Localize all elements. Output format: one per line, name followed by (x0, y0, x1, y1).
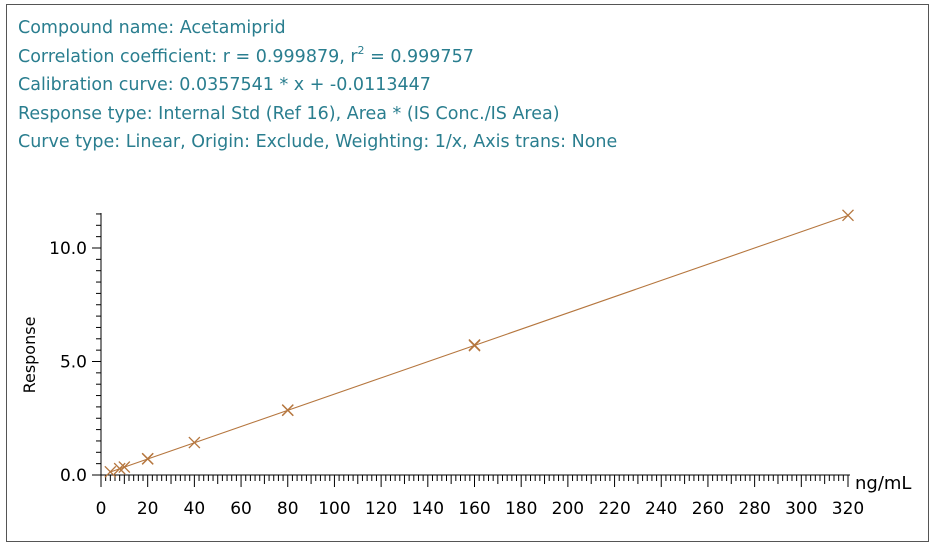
compound-name-value: Acetamiprid (179, 18, 286, 38)
x-tick-label: 160 (458, 499, 490, 519)
data-point-stroke (468, 338, 481, 351)
x-tick-label: 300 (785, 499, 817, 519)
curve-type-line: Curve type: Linear, Origin: Exclude, Wei… (18, 132, 618, 153)
x-tick-label: 60 (230, 499, 252, 519)
data-point-stroke (188, 436, 201, 449)
correlation-line: Correlation coefficient: r = 0.999879, r… (18, 43, 617, 72)
y-tick-label: 0.0 (60, 466, 87, 486)
data-point (468, 338, 481, 351)
calibration-curve-line: Calibration curve: 0.0357541 * x + -0.01… (18, 75, 431, 96)
x-tick-label: 140 (412, 499, 444, 519)
data-point (188, 436, 201, 449)
x-axis-title: ng/mL (855, 473, 911, 494)
correlation-sup: 2 (357, 43, 365, 57)
response-type-line: Response type: Internal Std (Ref 16), Ar… (18, 103, 560, 124)
x-tick-label: 200 (552, 499, 584, 519)
data-point-stroke (141, 452, 154, 465)
data-point-stroke (842, 209, 854, 222)
data-point-stroke (113, 462, 126, 475)
x-tick-label: 120 (365, 499, 397, 519)
x-tick-label: 260 (692, 499, 724, 519)
correlation-prefix: Correlation coefficient: r = 0.999879, r (18, 46, 358, 67)
x-tick-label: 40 (184, 499, 206, 519)
compound-info: Compound name: Acetamiprid Correlation c… (18, 14, 617, 157)
data-point-stroke (104, 465, 117, 478)
chart-frame (6, 4, 929, 542)
data-point (141, 452, 154, 465)
x-tick-label: 180 (505, 499, 537, 519)
y-tick-label: 5.0 (60, 353, 87, 373)
x-tick-label: 100 (318, 499, 350, 519)
compound-name-label: Compound name: (18, 18, 180, 38)
data-point-stroke (281, 404, 294, 417)
data-point-stroke (118, 461, 131, 474)
y-tick-label: 10.0 (49, 239, 87, 259)
y-axis-title: Response (20, 317, 39, 394)
data-point (113, 462, 126, 475)
x-tick-label: 280 (738, 499, 770, 519)
data-point (281, 404, 294, 417)
data-point (104, 465, 117, 478)
data-point (118, 461, 131, 474)
x-tick-label: 20 (137, 499, 159, 519)
x-axis: 0 20 40 60 80 100 120 140 160 180 200 220 240 260 280 3… (96, 474, 864, 519)
correlation-suffix: = 0.999757 (364, 46, 474, 67)
x-tick-label: 0 (96, 499, 107, 519)
data-point (842, 209, 854, 222)
y-axis: 0.0 5.0 10.0 (49, 213, 102, 486)
calibration-fit-line (110, 215, 849, 473)
x-tick-label: 220 (598, 499, 630, 519)
x-tick-label: 240 (645, 499, 677, 519)
x-tick-label: 80 (277, 499, 299, 519)
plot-area (104, 209, 854, 478)
compound-name-line: Compound name: Acetamiprid (18, 14, 617, 43)
x-tick-label: 320 (832, 499, 864, 519)
